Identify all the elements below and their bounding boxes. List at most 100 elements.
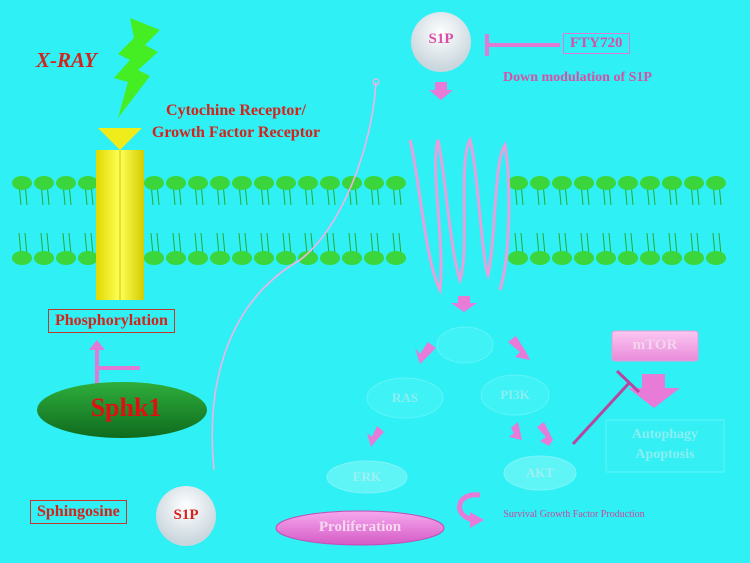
lipid-head (144, 176, 164, 190)
lipid-head (166, 251, 186, 265)
lipid-head (188, 176, 208, 190)
lipid-tail (288, 232, 292, 256)
lipid-head (254, 176, 274, 190)
lipid-head (34, 251, 54, 265)
lipid-tail (156, 232, 160, 256)
lipid-head (188, 251, 208, 265)
lipid-head (640, 176, 660, 190)
lipid-head (508, 251, 528, 265)
pi3k-node (480, 374, 550, 416)
lipid-head (320, 251, 340, 265)
lipid-head (210, 176, 230, 190)
lipid-head (552, 176, 572, 190)
fty720-label: FTY720 (563, 33, 630, 54)
lipid-head (386, 251, 406, 265)
sphingosine-label: Sphingosine (30, 500, 127, 524)
lipid-tail (542, 232, 546, 256)
akt-survival-arrow-icon (457, 492, 481, 523)
lipid-tail (696, 232, 700, 256)
lipid-tail (178, 232, 182, 256)
lipid-head (56, 251, 76, 265)
lipid-tail (652, 232, 656, 256)
lipid-tail (46, 232, 50, 256)
lipid-head (56, 176, 76, 190)
lipid-head (508, 176, 528, 190)
lipid-head (596, 176, 616, 190)
akt-node (503, 455, 577, 491)
lipid-tail (200, 232, 204, 256)
proliferation-node (275, 510, 445, 546)
lipid-head (12, 176, 32, 190)
lipid-tail (244, 232, 248, 256)
lipid-head (298, 176, 318, 190)
lipid-head (12, 251, 32, 265)
lipid-head (684, 251, 704, 265)
lipid-tail (586, 232, 590, 256)
curve-end-marker (372, 78, 380, 86)
lipid-head (618, 251, 638, 265)
s1p-bottom-circle (156, 486, 216, 546)
cell-membrane-right (508, 176, 726, 265)
mtor-down-arrow-icon (628, 374, 680, 408)
autophagy-label: Autophagy (631, 427, 699, 442)
autophagy-apoptosis-box (605, 419, 725, 473)
lipid-head (78, 251, 98, 265)
lipid-head (530, 251, 550, 265)
lipid-tail (674, 232, 678, 256)
lipid-head (34, 176, 54, 190)
lipid-tail (310, 232, 314, 256)
lipid-head (276, 176, 296, 190)
lipid-head (364, 251, 384, 265)
lipid-tail (608, 232, 612, 256)
lipid-tail (564, 232, 568, 256)
lipid-head (552, 251, 572, 265)
lipid-head (166, 176, 186, 190)
lipid-head (298, 251, 318, 265)
lipid-tail (24, 232, 28, 256)
lipid-head (342, 251, 362, 265)
lipid-tail (630, 232, 634, 256)
erk-label: ERK (352, 469, 382, 484)
down-modulation-label: Down modulation of S1P (503, 70, 652, 85)
xray-label: X-RAY (36, 48, 97, 72)
fty720-inhibition-icon (485, 34, 560, 56)
akt-mtor-inhibition-icon (571, 369, 641, 446)
lipid-head (232, 251, 252, 265)
sphk1-label: Sphk1 (90, 393, 162, 422)
ras-node (366, 377, 444, 419)
lipid-tail (376, 232, 380, 256)
lipid-tail (520, 232, 524, 256)
lipid-tail (332, 232, 336, 256)
proliferation-label: Proliferation (318, 519, 402, 535)
mtor-label: mTOR (632, 337, 678, 353)
pathway-arrows (367, 336, 553, 447)
sphk1-phosphorylation-connector (95, 348, 140, 385)
erk-node (326, 460, 408, 494)
xray-bolt-icon (114, 18, 160, 118)
lipid-tail (718, 232, 722, 256)
lipid-tail (222, 232, 226, 256)
lipid-head (232, 176, 252, 190)
lipid-tail (398, 232, 402, 256)
lipid-head (618, 176, 638, 190)
receptor-label: Cytochine Receptor/ Growth Factor Recept… (151, 102, 321, 141)
s1p-top-circle (411, 12, 471, 72)
s1p-receptor-squiggle (408, 136, 511, 296)
lipid-head (574, 176, 594, 190)
phosphorylation-arrow-icon (89, 340, 105, 350)
receptor-down-arrow-icon (451, 296, 477, 312)
mtor-node (611, 330, 699, 362)
lipid-head (574, 251, 594, 265)
receptor-icon (96, 128, 144, 300)
lipid-head (596, 251, 616, 265)
lipid-head (210, 251, 230, 265)
lipid-head (530, 176, 550, 190)
akt-label: AKT (525, 465, 555, 480)
lipid-head (706, 251, 726, 265)
lipid-tail (266, 232, 270, 256)
lipid-head (320, 176, 340, 190)
s1p-transport-curve (211, 81, 377, 471)
phosphorylation-label: Phosphorylation (48, 309, 175, 333)
cell-membrane-left (12, 176, 406, 265)
